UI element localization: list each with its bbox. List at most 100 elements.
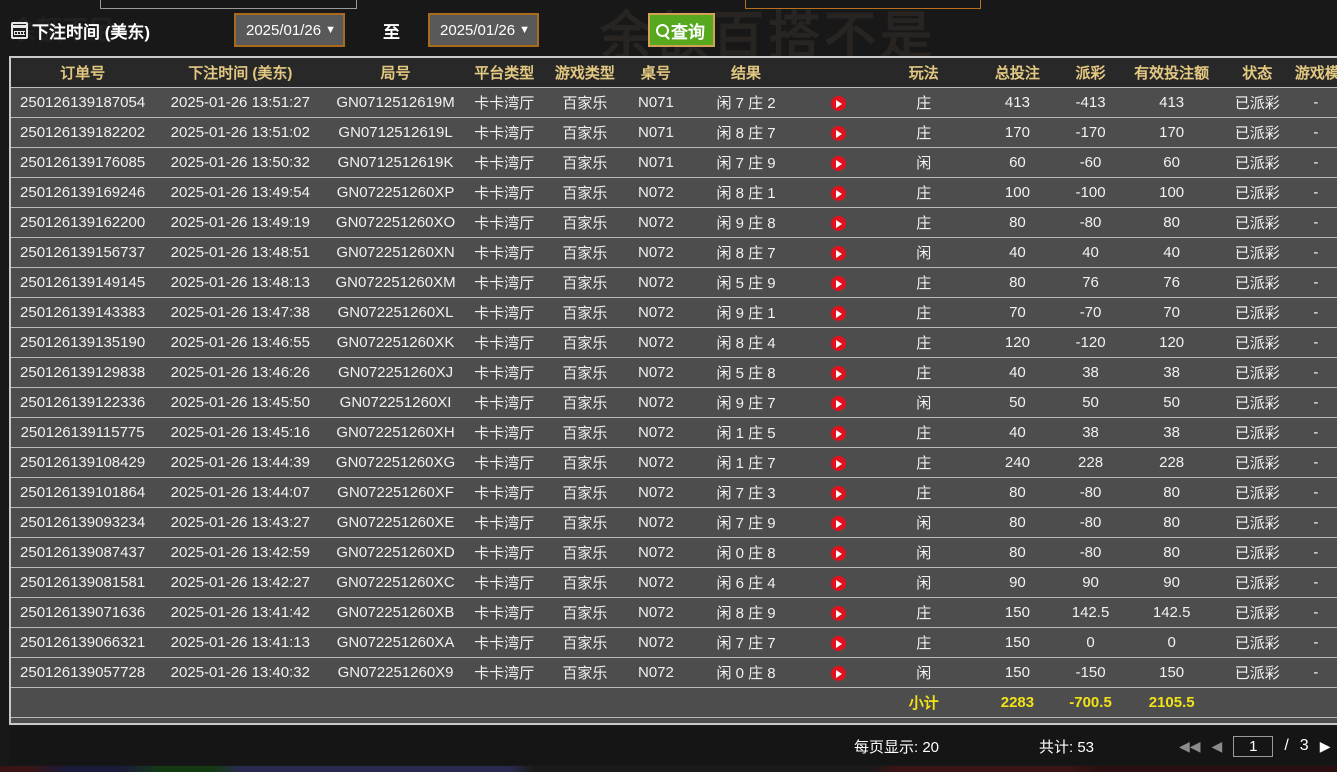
cell-replay — [806, 117, 871, 148]
query-button[interactable]: 查询 — [648, 13, 715, 47]
cell-bet-side: 庄 — [870, 477, 978, 508]
table-row[interactable]: 250126139108429 2025-01-26 13:44:39 GN0722… — [11, 447, 1337, 478]
table-row[interactable]: 250126139143383 2025-01-26 13:47:38 GN0722… — [11, 297, 1337, 328]
table-row[interactable]: 250126139057728 2025-01-26 13:40:32 GN0722… — [11, 657, 1337, 688]
summary-spacer — [806, 687, 871, 718]
table-row[interactable]: 250126139176085 2025-01-26 13:50:32 GN0712… — [11, 147, 1337, 178]
play-icon[interactable] — [830, 545, 846, 561]
col-payout[interactable]: 派彩 — [1057, 58, 1124, 88]
col-game-mode[interactable]: 游戏模 — [1294, 58, 1337, 88]
cell-bet-side: 庄 — [870, 597, 978, 628]
cell-result: 闲 5 庄 8 — [685, 357, 807, 388]
col-result[interactable]: 结果 — [685, 58, 807, 88]
cell-result: 闲 8 庄 7 — [685, 117, 807, 148]
page-number-input[interactable] — [1233, 735, 1274, 757]
cell-payout: 50 — [1057, 387, 1124, 418]
table-row[interactable]: 250126139101864 2025-01-26 13:44:07 GN0722… — [11, 477, 1337, 508]
cell-payout: 38 — [1057, 417, 1124, 448]
cell-platform: 卡卡湾厅 — [464, 87, 544, 118]
play-icon[interactable] — [830, 605, 846, 621]
play-icon[interactable] — [830, 335, 846, 351]
cell-bet-side: 庄 — [870, 267, 978, 298]
play-icon[interactable] — [830, 575, 846, 591]
cell-game-mode: - — [1294, 537, 1337, 568]
cell-bet-time: 2025-01-26 13:49:54 — [154, 177, 327, 208]
table-row[interactable]: 250126139129838 2025-01-26 13:46:26 GN0722… — [11, 357, 1337, 388]
first-page-icon[interactable]: ◀◀ — [1179, 738, 1201, 754]
play-icon[interactable] — [830, 95, 846, 111]
date-from-picker[interactable]: 2025/01/26 ▼ — [234, 13, 345, 47]
bet-records-table: 订单号 下注时间 (美东) 局号 平台类型 游戏类型 桌号 结果 玩法 总投注 … — [11, 58, 1337, 723]
cell-game-mode: - — [1294, 597, 1337, 628]
cell-table-no: N072 — [625, 297, 686, 328]
cell-replay — [806, 297, 871, 328]
play-icon[interactable] — [830, 665, 846, 681]
play-icon[interactable] — [830, 245, 846, 261]
table-row[interactable]: 250126139187054 2025-01-26 13:51:27 GN0712… — [11, 87, 1337, 118]
table-row[interactable]: 250126139182202 2025-01-26 13:51:02 GN0712… — [11, 117, 1337, 148]
play-icon[interactable] — [830, 635, 846, 651]
col-platform[interactable]: 平台类型 — [464, 58, 544, 88]
play-icon[interactable] — [830, 455, 846, 471]
play-icon[interactable] — [830, 125, 846, 141]
play-icon[interactable] — [830, 185, 846, 201]
table-row[interactable]: 250126139122336 2025-01-26 13:45:50 GN0722… — [11, 387, 1337, 418]
cell-total-bet: 80 — [977, 267, 1058, 298]
table-row[interactable]: 250126139135190 2025-01-26 13:46:55 GN0722… — [11, 327, 1337, 358]
prev-page-icon[interactable]: ◀ — [1211, 738, 1223, 754]
table-row[interactable]: 250126139169246 2025-01-26 13:49:54 GN0722… — [11, 177, 1337, 208]
cell-table-no: N072 — [625, 267, 686, 298]
summary-spacer — [685, 687, 807, 718]
table-row[interactable]: 250126139071636 2025-01-26 13:41:42 GN0722… — [11, 597, 1337, 628]
table-row[interactable]: 250126139087437 2025-01-26 13:42:59 GN0722… — [11, 537, 1337, 568]
summary-payout: -692.1 — [1057, 717, 1124, 723]
col-valid-bet[interactable]: 有效投注额 — [1123, 58, 1220, 88]
table-header: 订单号 下注时间 (美东) 局号 平台类型 游戏类型 桌号 结果 玩法 总投注 … — [11, 58, 1337, 88]
cell-game-mode: - — [1294, 447, 1337, 478]
table-row[interactable]: 250126139149145 2025-01-26 13:48:13 GN0722… — [11, 267, 1337, 298]
col-total-bet[interactable]: 总投注 — [977, 58, 1058, 88]
cell-valid-bet: 0 — [1123, 627, 1220, 658]
cell-platform: 卡卡湾厅 — [464, 537, 544, 568]
col-status[interactable]: 状态 — [1219, 58, 1295, 88]
cell-table-no: N072 — [625, 387, 686, 418]
cell-bet-time: 2025-01-26 13:45:50 — [154, 387, 327, 418]
cell-table-no: N072 — [625, 657, 686, 688]
play-icon[interactable] — [830, 515, 846, 531]
cell-bet-side: 庄 — [870, 447, 978, 478]
cell-valid-bet: 40 — [1123, 237, 1220, 268]
cell-round-no: GN072251260XM — [326, 267, 465, 298]
play-icon[interactable] — [830, 395, 846, 411]
col-bet-side[interactable]: 玩法 — [870, 58, 978, 88]
play-icon[interactable] — [830, 155, 846, 171]
play-icon[interactable] — [830, 365, 846, 381]
play-icon[interactable] — [830, 275, 846, 291]
cell-order-no: 250126139087437 — [11, 537, 155, 568]
table-row[interactable]: 250126139081581 2025-01-26 13:42:27 GN0722… — [11, 567, 1337, 598]
play-icon[interactable] — [830, 215, 846, 231]
col-table-no[interactable]: 桌号 — [625, 58, 686, 88]
table-row[interactable]: 250126139162200 2025-01-26 13:49:19 GN0722… — [11, 207, 1337, 238]
cell-bet-time: 2025-01-26 13:48:13 — [154, 267, 327, 298]
date-to-picker[interactable]: 2025/01/26 ▼ — [428, 13, 539, 47]
table-row[interactable]: 250126139066321 2025-01-26 13:41:13 GN0722… — [11, 627, 1337, 658]
cell-valid-bet: 413 — [1123, 87, 1220, 118]
play-icon[interactable] — [830, 305, 846, 321]
col-game-type[interactable]: 游戏类型 — [543, 58, 626, 88]
cell-total-bet: 150 — [977, 657, 1058, 688]
play-icon[interactable] — [830, 425, 846, 441]
next-page-icon[interactable]: ▶ — [1319, 738, 1331, 754]
cell-bet-time: 2025-01-26 13:44:39 — [154, 447, 327, 478]
total-count-label: 共计: 53 — [1039, 738, 1095, 756]
col-round-no[interactable]: 局号 — [326, 58, 465, 88]
table-row[interactable]: 250126139115775 2025-01-26 13:45:16 GN0722… — [11, 417, 1337, 448]
cell-valid-bet: 170 — [1123, 117, 1220, 148]
table-row[interactable]: 250126139093234 2025-01-26 13:43:27 GN0722… — [11, 507, 1337, 538]
cell-bet-side: 闲 — [870, 537, 978, 568]
table-row[interactable]: 250126139156737 2025-01-26 13:48:51 GN0722… — [11, 237, 1337, 268]
col-bet-time[interactable]: 下注时间 (美东) — [154, 58, 327, 88]
play-icon[interactable] — [830, 485, 846, 501]
cell-order-no: 250126139169246 — [11, 177, 155, 208]
col-order-no[interactable]: 订单号 — [11, 58, 155, 88]
